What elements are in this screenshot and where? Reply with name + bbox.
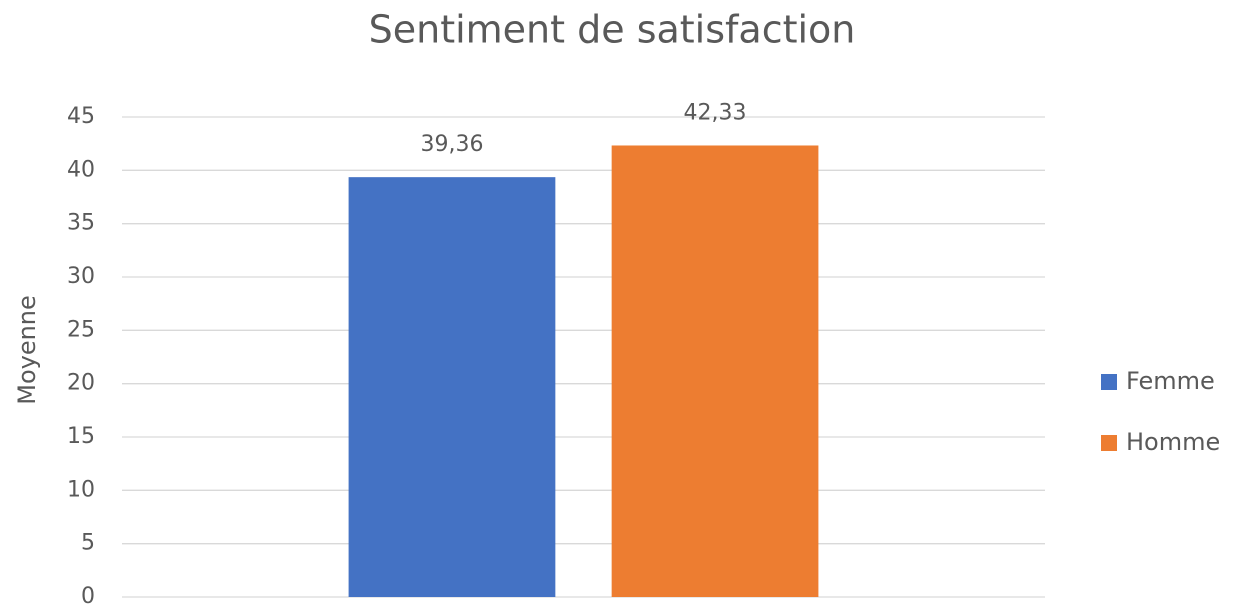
y-tick-label: 0 (81, 584, 95, 608)
y-tick-label: 15 (67, 424, 95, 449)
data-label: 39,36 (420, 132, 483, 157)
data-label: 42,33 (684, 100, 747, 125)
y-tick-label: 30 (67, 264, 95, 289)
y-tick-label: 10 (67, 477, 95, 502)
y-tick-label: 20 (67, 371, 95, 396)
bar (611, 145, 819, 598)
legend-swatch (1101, 374, 1117, 390)
legend-swatch (1101, 435, 1117, 451)
y-axis-label: Moyenne (13, 295, 41, 405)
bar (348, 177, 556, 597)
y-tick-label: 35 (67, 211, 95, 236)
y-tick-label: 25 (67, 317, 95, 342)
legend-label: Homme (1126, 428, 1220, 456)
y-tick-label: 40 (67, 157, 95, 182)
y-tick-label: 45 (67, 104, 95, 129)
y-tick-label: 5 (81, 531, 95, 556)
legend-label: Femme (1126, 367, 1215, 395)
chart-title: Sentiment de satisfaction (369, 8, 856, 52)
